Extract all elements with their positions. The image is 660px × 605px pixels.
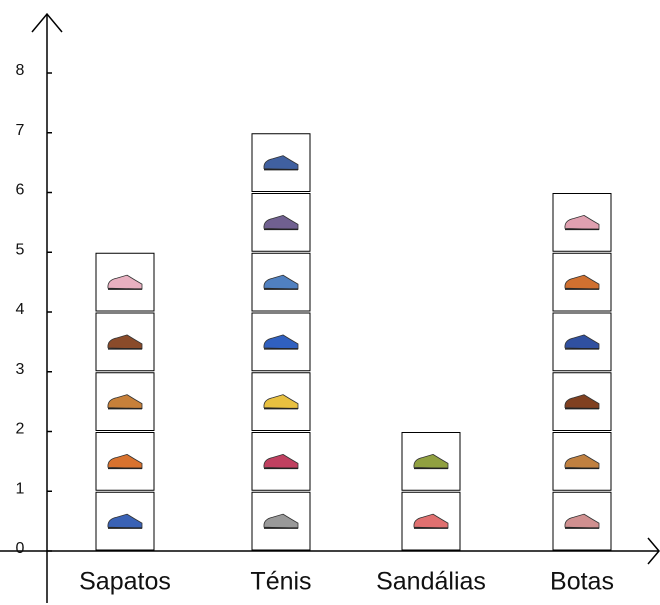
picto-bar — [96, 253, 154, 550]
x-tick-label: Sandálias — [376, 568, 486, 596]
chart: 0 1 2 3 4 5 6 7 8 Sapatos Ténis Sandálias Botas — [0, 0, 660, 605]
y-tick-label: 7 — [16, 122, 25, 139]
y-tick-label: 5 — [16, 241, 25, 258]
y-tick-label: 3 — [16, 361, 25, 378]
y-tick-label: 0 — [16, 540, 25, 557]
picto-bar — [553, 194, 611, 551]
y-tick-label: 2 — [16, 421, 25, 438]
picto-bar — [402, 433, 460, 551]
x-tick-label: Ténis — [250, 568, 311, 596]
picto-bar — [252, 134, 310, 550]
y-tick-label: 4 — [16, 301, 25, 318]
y-tick-label: 8 — [16, 62, 25, 79]
y-tick-label: 1 — [16, 480, 25, 497]
x-tick-label: Sapatos — [79, 568, 171, 596]
y-tick-label: 6 — [16, 182, 25, 199]
x-tick-label: Botas — [550, 568, 614, 596]
